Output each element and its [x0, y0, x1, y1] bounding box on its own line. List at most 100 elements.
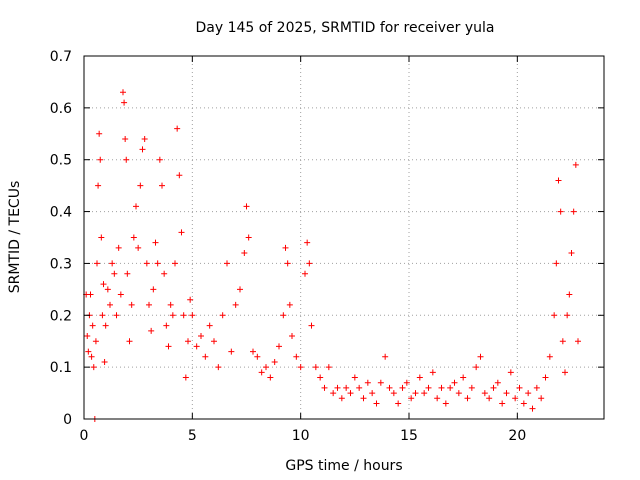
data-point	[460, 374, 467, 381]
data-point	[395, 400, 402, 407]
data-point	[185, 338, 191, 345]
data-point	[455, 390, 462, 397]
data-point	[121, 99, 128, 106]
data-point	[84, 333, 91, 340]
data-point	[215, 364, 222, 371]
axis-ticks	[83, 55, 604, 420]
data-point	[284, 260, 291, 267]
y-tick-label: 0.3	[50, 256, 72, 272]
data-point	[245, 234, 252, 241]
data-point	[321, 384, 328, 391]
data-point	[451, 379, 458, 386]
data-point	[228, 348, 235, 355]
data-point	[438, 384, 445, 391]
data-point	[159, 182, 165, 189]
data-point	[94, 260, 100, 267]
data-point	[232, 301, 239, 308]
data-point	[386, 384, 393, 391]
data-point	[568, 250, 575, 257]
data-point	[206, 322, 213, 329]
data-point	[97, 156, 104, 163]
data-point	[390, 390, 397, 397]
data-point	[468, 384, 475, 391]
data-point	[180, 312, 187, 319]
y-tick-label: 0.7	[50, 49, 72, 65]
data-point	[258, 369, 265, 376]
data-point	[122, 135, 129, 142]
data-point	[553, 260, 560, 267]
data-point	[104, 286, 111, 293]
data-point	[542, 374, 549, 381]
y-tick-label: 0.5	[50, 153, 72, 169]
data-point	[276, 343, 282, 350]
data-point	[148, 327, 155, 334]
data-point	[325, 364, 332, 371]
data-point	[473, 364, 480, 371]
data-point	[286, 301, 293, 308]
data-point	[477, 353, 484, 360]
data-point	[308, 322, 315, 329]
data-point	[271, 358, 278, 365]
data-point	[356, 384, 363, 391]
data-point	[486, 395, 493, 402]
x-tick-label: 5	[188, 428, 197, 444]
data-point	[211, 338, 217, 345]
data-point	[282, 244, 289, 251]
data-point	[139, 146, 146, 153]
data-point	[219, 312, 226, 319]
data-point	[399, 384, 406, 391]
data-point	[89, 322, 96, 329]
data-points	[83, 89, 581, 422]
data-point	[120, 89, 126, 96]
y-axis-label: SRMTID / TECUs	[7, 181, 23, 294]
data-point	[141, 135, 148, 142]
data-point	[297, 364, 304, 371]
data-point	[133, 203, 139, 210]
data-point	[347, 390, 354, 397]
data-point	[165, 343, 172, 350]
data-point	[570, 208, 577, 215]
data-point	[516, 384, 523, 391]
data-point	[182, 374, 189, 381]
data-point	[126, 338, 133, 345]
data-point	[343, 384, 350, 391]
data-point	[442, 400, 449, 407]
data-point	[369, 390, 376, 397]
data-point	[351, 374, 358, 381]
data-point	[176, 172, 183, 179]
data-point	[412, 390, 419, 397]
data-point	[494, 379, 501, 386]
data-point	[481, 390, 488, 397]
data-point	[174, 125, 181, 132]
data-point	[92, 338, 99, 345]
y-tick-labels: 0 0.1 0.2 0.3 0.4 0.5 0.6 0.7	[50, 49, 72, 428]
data-point	[193, 343, 200, 350]
data-point	[306, 260, 313, 267]
data-point	[187, 296, 194, 303]
data-point	[88, 353, 95, 360]
data-point	[146, 301, 152, 308]
data-point	[330, 390, 337, 397]
data-point	[364, 379, 371, 386]
x-tick-label: 20	[508, 428, 526, 444]
data-point	[464, 395, 471, 402]
data-point	[202, 353, 209, 360]
data-point	[163, 322, 170, 329]
data-point	[137, 182, 144, 189]
data-point	[520, 400, 527, 407]
data-point	[115, 244, 122, 251]
data-point	[250, 348, 256, 355]
y-tick-label: 0.1	[50, 360, 72, 376]
data-point	[434, 395, 441, 402]
data-point	[90, 364, 97, 371]
data-point	[529, 405, 536, 412]
data-point	[135, 244, 142, 251]
data-point	[263, 364, 269, 371]
data-point	[107, 301, 113, 308]
y-tick-label: 0	[63, 412, 72, 428]
data-point	[499, 400, 506, 407]
plot-frame	[83, 55, 605, 420]
data-point	[562, 369, 568, 376]
data-point	[507, 369, 514, 376]
y-tick-label: 0.2	[50, 308, 72, 324]
